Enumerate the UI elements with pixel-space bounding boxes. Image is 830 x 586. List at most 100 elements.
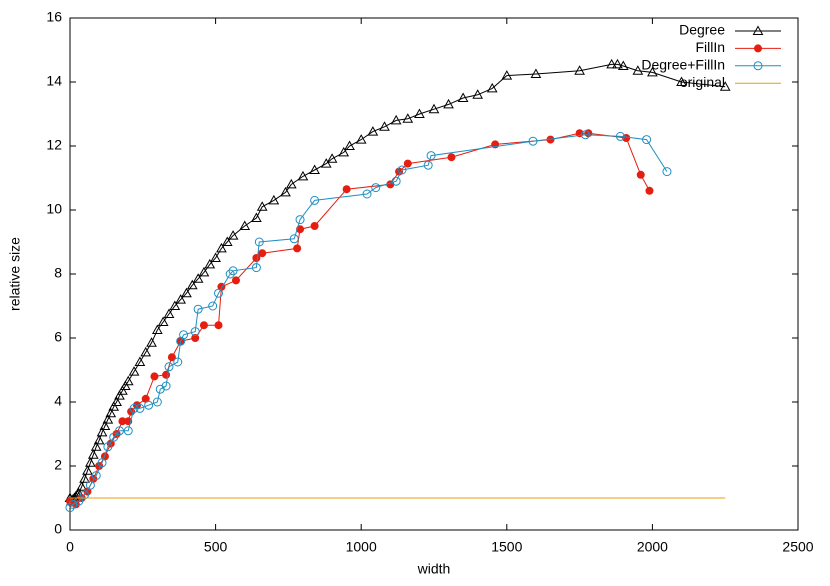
marker bbox=[192, 273, 204, 283]
marker bbox=[74, 496, 84, 506]
marker bbox=[193, 304, 203, 314]
marker bbox=[146, 337, 157, 347]
marker bbox=[289, 234, 299, 244]
legend-label: FillIn bbox=[695, 39, 725, 55]
marker bbox=[443, 98, 454, 109]
marker bbox=[326, 153, 338, 163]
marker bbox=[580, 130, 590, 140]
marker bbox=[169, 300, 181, 310]
marker bbox=[258, 249, 267, 258]
marker bbox=[501, 70, 513, 80]
marker bbox=[181, 287, 192, 298]
marker bbox=[214, 321, 223, 330]
marker bbox=[225, 269, 235, 279]
marker bbox=[85, 480, 95, 490]
marker bbox=[719, 81, 731, 91]
marker bbox=[134, 356, 146, 366]
marker bbox=[227, 230, 239, 240]
y-tick-label: 4 bbox=[54, 393, 62, 409]
marker bbox=[530, 68, 542, 78]
marker bbox=[647, 66, 658, 77]
marker bbox=[379, 121, 390, 131]
marker bbox=[546, 135, 555, 144]
x-tick-label: 1000 bbox=[346, 539, 377, 555]
marker bbox=[293, 244, 302, 253]
marker bbox=[239, 220, 251, 230]
marker bbox=[617, 60, 629, 70]
marker bbox=[310, 222, 319, 230]
marker bbox=[79, 473, 90, 483]
x-tick-label: 500 bbox=[204, 539, 228, 555]
marker bbox=[93, 434, 105, 445]
marker bbox=[173, 357, 183, 367]
marker bbox=[102, 414, 114, 424]
x-axis-label: width bbox=[417, 561, 451, 577]
marker bbox=[612, 58, 623, 69]
marker bbox=[228, 266, 238, 276]
marker bbox=[152, 397, 162, 407]
marker bbox=[676, 76, 687, 86]
x-tick-label: 2000 bbox=[637, 539, 668, 555]
marker bbox=[414, 108, 425, 118]
marker bbox=[256, 201, 268, 211]
plot-border bbox=[69, 17, 799, 531]
marker bbox=[310, 195, 320, 205]
marker bbox=[342, 185, 351, 194]
y-tick-label: 6 bbox=[54, 329, 62, 345]
marker bbox=[251, 263, 261, 273]
marker bbox=[65, 503, 75, 513]
marker bbox=[103, 442, 113, 452]
marker bbox=[114, 390, 125, 400]
y-tick-label: 2 bbox=[54, 457, 62, 473]
marker bbox=[152, 324, 163, 334]
marker bbox=[362, 189, 372, 199]
series-line bbox=[69, 134, 668, 508]
y-tick-label: 16 bbox=[46, 9, 62, 25]
marker bbox=[391, 176, 401, 186]
y-axis-label: relative size bbox=[7, 237, 23, 311]
marker bbox=[574, 65, 585, 75]
marker bbox=[119, 380, 131, 390]
marker bbox=[214, 288, 224, 298]
marker bbox=[204, 258, 216, 269]
legend-label: Degree bbox=[679, 22, 725, 38]
marker bbox=[636, 170, 645, 179]
marker bbox=[164, 362, 174, 372]
y-tick-label: 14 bbox=[46, 73, 62, 89]
marker bbox=[161, 381, 171, 391]
marker bbox=[108, 401, 120, 411]
marker bbox=[190, 327, 200, 337]
marker bbox=[309, 164, 320, 174]
marker bbox=[118, 417, 127, 426]
marker bbox=[90, 441, 102, 451]
marker bbox=[199, 321, 208, 330]
marker bbox=[216, 242, 227, 253]
x-tick-label: 2500 bbox=[782, 539, 813, 555]
marker bbox=[167, 353, 176, 362]
marker bbox=[179, 330, 189, 340]
marker bbox=[397, 165, 407, 175]
marker bbox=[163, 308, 175, 318]
marker bbox=[82, 465, 93, 475]
marker bbox=[285, 178, 297, 189]
legend-marker bbox=[753, 61, 763, 71]
marker bbox=[198, 266, 210, 277]
marker bbox=[208, 301, 218, 311]
marker bbox=[280, 186, 291, 197]
marker bbox=[111, 396, 122, 406]
marker bbox=[268, 194, 280, 205]
marker bbox=[191, 334, 200, 342]
marker bbox=[129, 403, 139, 413]
marker bbox=[344, 140, 355, 150]
marker bbox=[528, 136, 538, 146]
marker bbox=[231, 276, 240, 285]
marker bbox=[105, 407, 117, 418]
y-tick-label: 8 bbox=[54, 265, 62, 281]
marker bbox=[162, 370, 171, 379]
marker bbox=[252, 254, 261, 262]
marker bbox=[295, 215, 305, 225]
marker bbox=[254, 237, 264, 247]
marker bbox=[402, 113, 414, 123]
marker bbox=[123, 426, 133, 436]
